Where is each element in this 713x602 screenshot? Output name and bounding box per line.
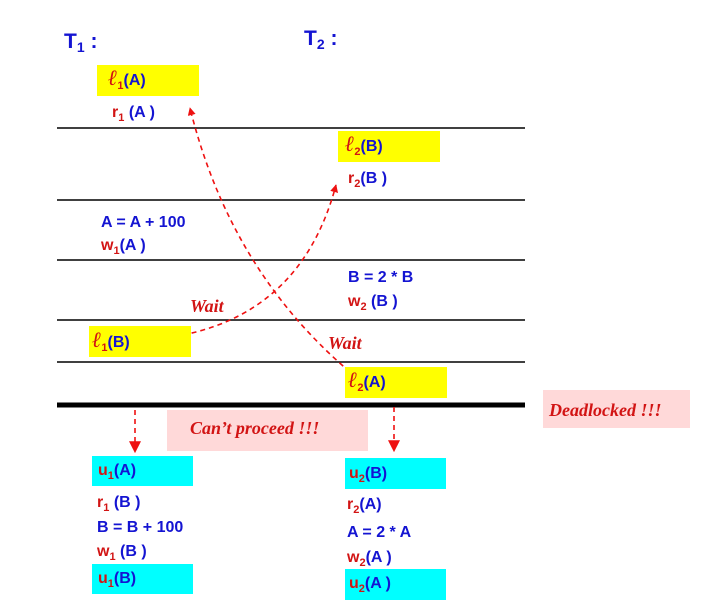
compute-step-b: B = 2 * B bbox=[348, 269, 414, 286]
compute-step-a: A = A + 100 bbox=[101, 214, 186, 231]
unlock-box-u2-b bbox=[345, 458, 446, 489]
write-step-w2-b: w2 (B ) bbox=[348, 293, 398, 313]
lock-box-l2-b bbox=[338, 131, 440, 162]
cant-proceed-label: Can’t proceed !!! bbox=[190, 418, 320, 438]
write-step-w1-a: w1(A ) bbox=[101, 237, 146, 257]
lock-step-l2-b: ℓ2(B) bbox=[345, 131, 383, 159]
wait-label-t1: Wait bbox=[190, 296, 224, 316]
lock-step-l2-a: ℓ2(A) bbox=[348, 367, 386, 395]
lock-box-l1-a bbox=[97, 65, 199, 96]
cant-proceed-box bbox=[167, 410, 368, 451]
compute-step-a2: A = 2 * A bbox=[347, 524, 412, 541]
deadlocked-box bbox=[543, 390, 690, 428]
unlock-box-u1-b bbox=[92, 564, 193, 594]
read-step-r1-a: r1 (A ) bbox=[112, 104, 155, 124]
unlock-step-u1-a: u1(A) bbox=[98, 462, 137, 482]
wait-label-t2: Wait bbox=[328, 333, 362, 353]
read-step-r2-a: r2(A) bbox=[347, 496, 382, 516]
lock-step-l1-a: ℓ1(A) bbox=[108, 65, 146, 93]
write-step-w1-b: w1 (B ) bbox=[97, 543, 147, 563]
read-step-r1-b: r1 (B ) bbox=[97, 494, 141, 514]
unlock-box-u1-a bbox=[92, 456, 193, 486]
compute-step-b2: B = B + 100 bbox=[97, 519, 184, 536]
lock-step-l1-b: ℓ1(B) bbox=[92, 327, 130, 355]
unlock-step-u2-b: u2(B) bbox=[349, 465, 388, 485]
lock-box-l2-a bbox=[345, 367, 447, 398]
t1-header: T1 : bbox=[64, 30, 98, 55]
t2-header: T2 : bbox=[304, 27, 338, 52]
wait-arrow-t2-to-l1a bbox=[187, 107, 351, 373]
write-step-w2-a: w2(A ) bbox=[347, 549, 392, 569]
unlock-step-u1-b: u1(B) bbox=[98, 570, 137, 590]
deadlocked-label: Deadlocked !!! bbox=[549, 400, 662, 420]
wait-arrow-t1-to-l2b bbox=[164, 184, 339, 339]
lock-box-l1-b bbox=[89, 326, 191, 357]
read-step-r2-b: r2(B ) bbox=[348, 170, 388, 190]
unlock-box-u2-a bbox=[345, 569, 446, 600]
unlock-step-u2-a: u2(A ) bbox=[349, 575, 391, 595]
